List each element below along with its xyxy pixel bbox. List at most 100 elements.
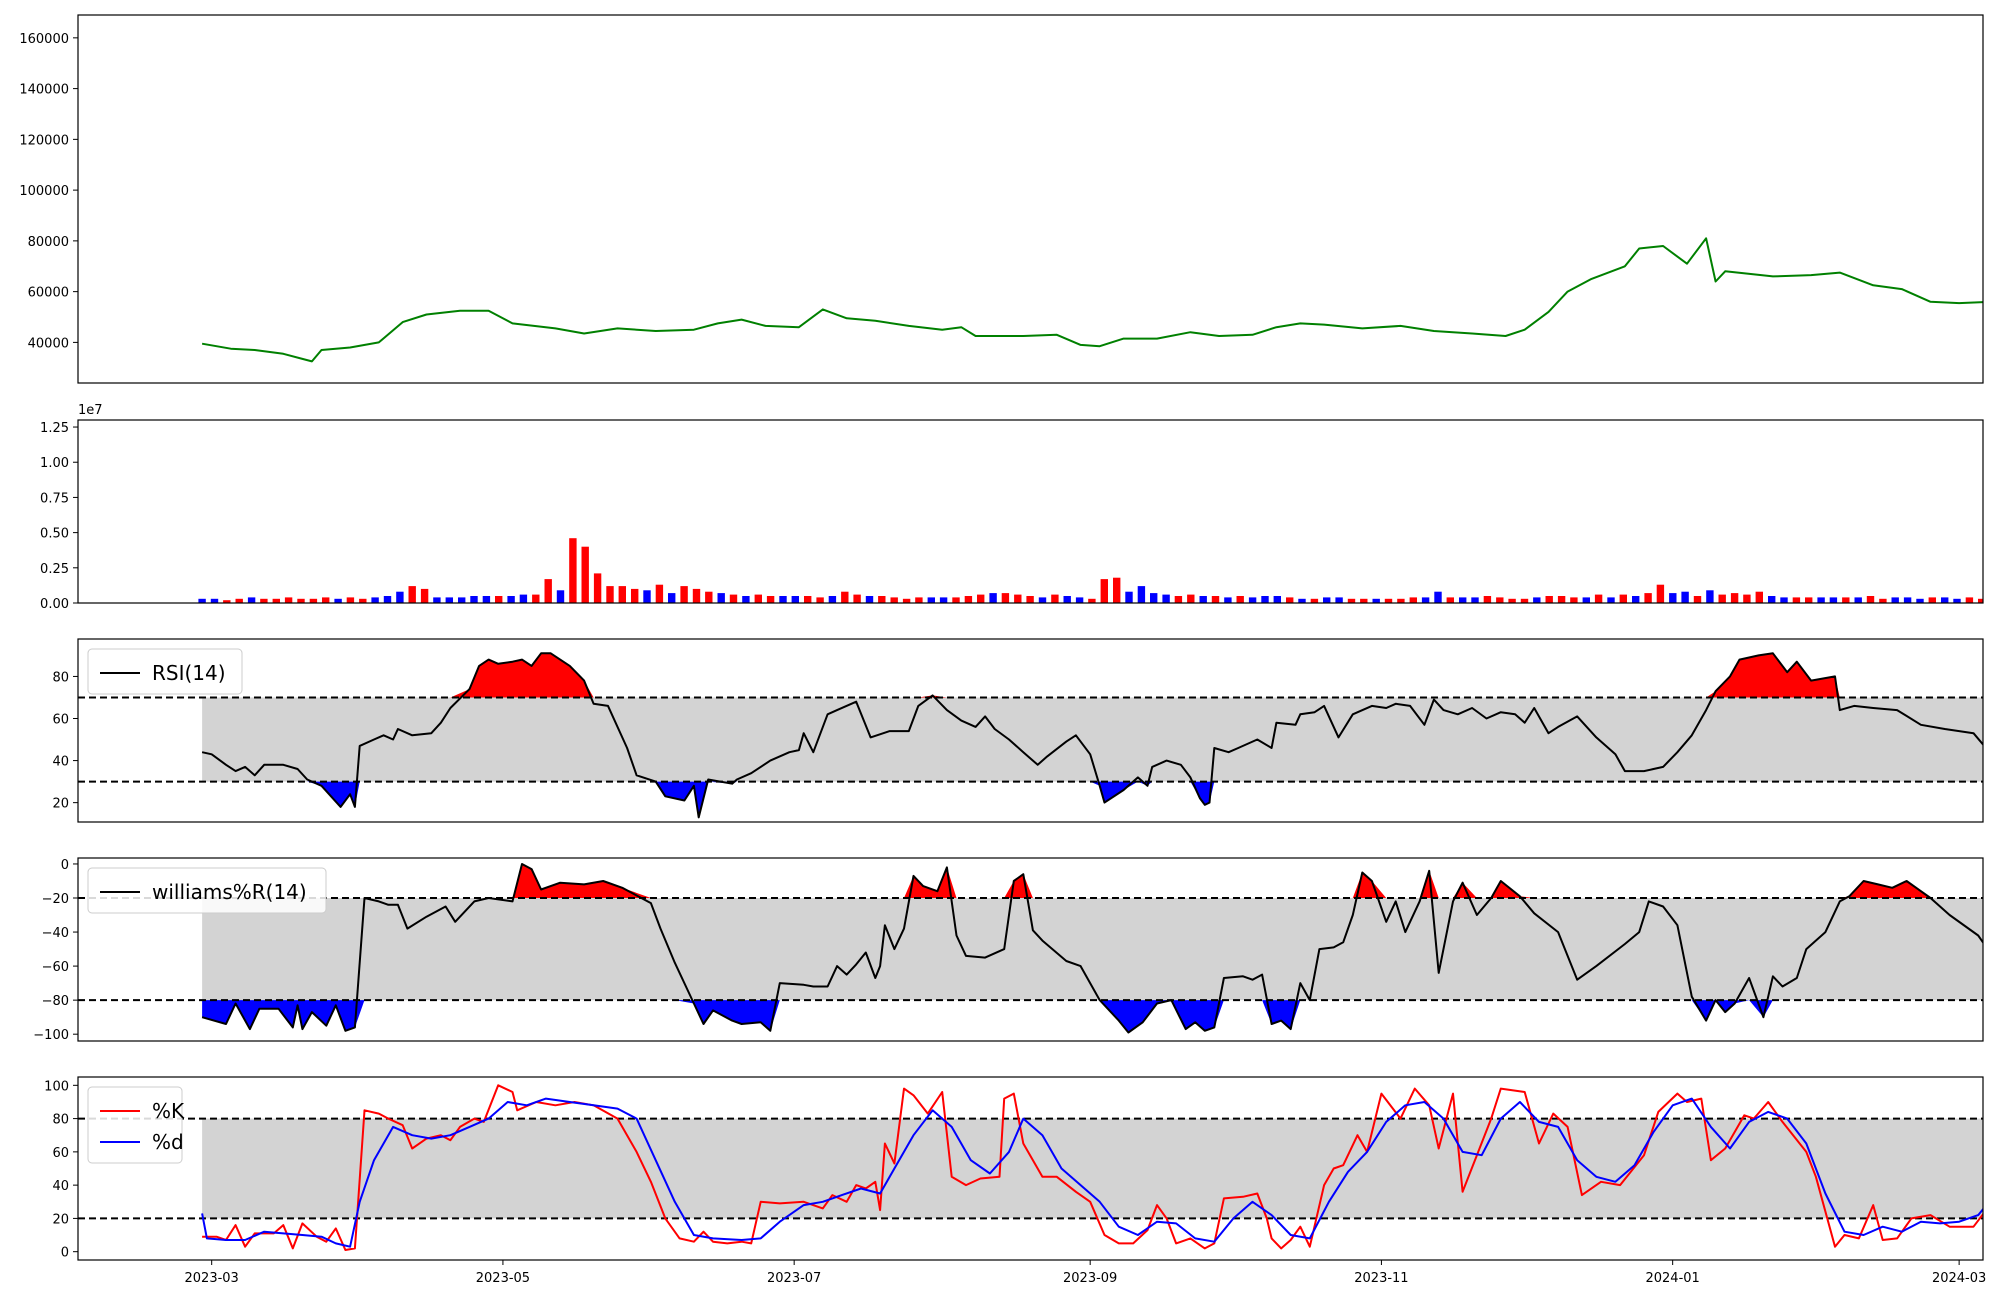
volume-bar: [1545, 596, 1553, 603]
volume-bar: [334, 598, 342, 603]
y-tick-label: 60000: [28, 286, 69, 301]
volume-bar: [1533, 597, 1541, 603]
volume-bar: [828, 596, 837, 603]
panel-4: −100 −80 −60 −40 −20 0 williams%R(14): [33, 857, 1984, 1043]
oversold-fill: [202, 1000, 1983, 1033]
volume-bar: [816, 597, 824, 603]
volume-bar: [1632, 596, 1640, 603]
volume-bar: [865, 596, 874, 603]
volume-bar: [445, 597, 453, 603]
plot-area: [198, 538, 1997, 603]
volume-bar: [581, 546, 589, 603]
neutral-band: [202, 1118, 1983, 1219]
volume-bar: [1236, 596, 1244, 603]
volume-bar: [729, 594, 738, 603]
y-tick-label: 0.50: [40, 527, 69, 542]
volume-bar: [915, 597, 923, 603]
volume-bar: [593, 573, 602, 603]
volume-bar: [371, 597, 379, 603]
legend-label: %d: [152, 1130, 184, 1154]
volume-bar: [458, 597, 466, 603]
volume-bar: [1978, 598, 1983, 603]
volume-bar: [1434, 591, 1442, 603]
volume-bar: [1619, 594, 1627, 603]
y-tick-label: 0.75: [40, 491, 69, 506]
y-tick-label: −80: [42, 994, 69, 1009]
volume-bar: [1150, 593, 1158, 603]
volume-bar: [927, 597, 935, 603]
x-tick-label: 2023-09: [1063, 1271, 1117, 1286]
volume-bar: [1805, 597, 1813, 603]
series-line-1: [202, 1084, 1983, 1251]
volume-bar: [1335, 597, 1343, 603]
volume-bar: [1224, 597, 1232, 603]
series-line-1: [201, 652, 1983, 819]
volume-bar: [1607, 597, 1615, 603]
y-tick-label: 20: [52, 1212, 69, 1227]
plot-area: [78, 1084, 1983, 1251]
volume-bar: [1520, 598, 1529, 603]
volume-bar: [1916, 598, 1924, 603]
volume-bar: [878, 596, 886, 603]
volume-bar: [1088, 598, 1096, 603]
chart-panels: 40000 60000 80000 100000 120000 140000 160000 0…: [19, 14, 1997, 1286]
volume-bar: [507, 596, 515, 603]
volume-bar: [705, 591, 713, 603]
volume-bar: [1459, 597, 1467, 603]
volume-bar: [1211, 596, 1220, 603]
volume-bar: [890, 597, 898, 603]
volume-bar: [1990, 597, 1997, 603]
volume-bar: [977, 594, 985, 603]
y-tick-label: 1.00: [40, 456, 69, 471]
legend-box: [87, 648, 243, 695]
volume-bar: [396, 591, 404, 603]
volume-bar: [1866, 596, 1875, 603]
volume-bar: [1397, 598, 1405, 603]
volume-bar: [853, 594, 861, 603]
y-tick-label: −20: [42, 892, 69, 907]
plot-area: [78, 652, 1983, 819]
volume-bar: [198, 598, 206, 603]
volume-bar: [631, 588, 639, 603]
offset-text: 1e7: [78, 403, 103, 418]
legend-box: [87, 1086, 183, 1164]
volume-bar: [1669, 593, 1677, 603]
y-tick-label: 1.25: [40, 421, 69, 436]
volume-bar: [902, 598, 911, 603]
volume-bar: [1372, 598, 1380, 603]
volume-bar: [297, 598, 305, 603]
volume-bar: [1446, 597, 1454, 603]
overbought-fill: [202, 653, 1983, 698]
volume-bar: [964, 596, 973, 603]
volume-bar: [322, 597, 330, 603]
volume-bar: [1594, 594, 1603, 603]
volume-bar: [1842, 597, 1850, 603]
series-line-1: [201, 863, 1983, 1034]
volume-bar: [606, 586, 614, 603]
x-tick-label: 2023-05: [476, 1271, 530, 1286]
neutral-band: [202, 898, 1983, 1001]
panel-2: 0.00 0.25 0.50 0.75 1.00 1.25 1e7: [40, 403, 1997, 612]
y-tick-label: 80: [52, 670, 69, 685]
volume-bar: [1941, 597, 1949, 603]
volume-bar: [1965, 597, 1974, 603]
volume-bar: [1310, 598, 1319, 603]
volume-bar: [1248, 597, 1257, 603]
volume-bar: [210, 598, 219, 603]
volume-bar: [1125, 591, 1133, 603]
volume-bar: [1323, 597, 1331, 603]
volume-bar: [952, 597, 960, 603]
panel-5: 0 20 40 60 80 100 2023-03 2023-05 2023-07 2023-09…: [44, 1076, 1986, 1286]
volume-bar: [247, 597, 256, 603]
y-tick-label: −100: [33, 1028, 69, 1043]
volume-bar: [532, 594, 540, 603]
volume-bar: [1570, 597, 1578, 603]
volume-bar: [1928, 597, 1936, 603]
y-tick-label: −40: [42, 926, 69, 941]
volume-bar: [1298, 598, 1306, 603]
volume-bar: [1261, 596, 1269, 603]
y-tick-label: 80000: [28, 235, 69, 250]
volume-bar: [260, 598, 268, 603]
y-tick-label: 140000: [19, 83, 69, 98]
volume-bar: [742, 596, 750, 603]
